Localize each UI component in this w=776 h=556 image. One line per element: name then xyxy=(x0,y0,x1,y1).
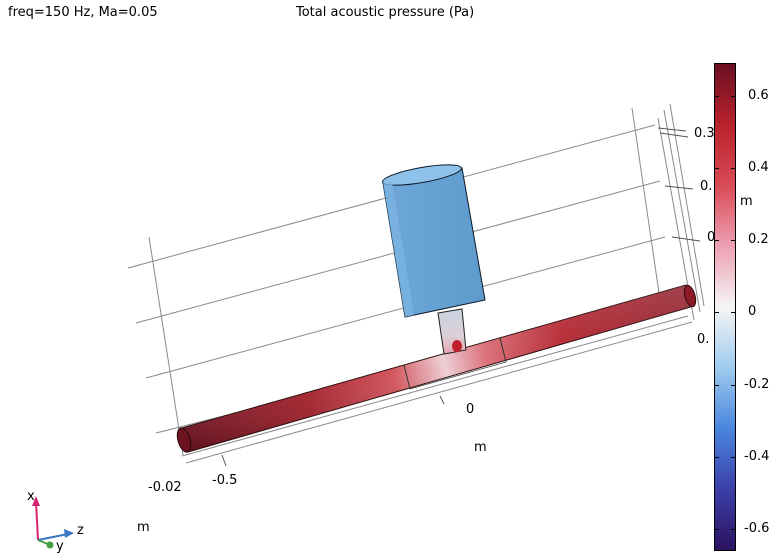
colorbar-tick-mark xyxy=(714,457,719,458)
resonator-cylinder xyxy=(382,164,486,318)
colorbar xyxy=(714,63,736,551)
x-tick-label-1: 0.3 xyxy=(694,126,715,141)
colorbar-tick-mark xyxy=(714,312,719,314)
colorbar-tick-label: -0.4 xyxy=(744,449,770,464)
resonator-neck xyxy=(437,308,467,355)
colorbar-tick-mark xyxy=(714,167,719,169)
colorbar-tick-mark xyxy=(731,312,736,314)
triad-y-label: y xyxy=(56,539,64,554)
colorbar-tick-mark xyxy=(731,240,736,242)
right-partial-tick-label: 0. xyxy=(697,332,710,347)
colorbar-tick-label: 0.6 xyxy=(748,87,769,103)
triad-x-label: x xyxy=(27,489,35,504)
colorbar-tick-mark xyxy=(731,384,736,386)
triad-z-label: z xyxy=(77,523,84,538)
y-tick-label: -0.02 xyxy=(148,480,182,495)
colorbar-tick-mark xyxy=(731,167,736,169)
colorbar-tick-label: 0.4 xyxy=(748,159,769,175)
y-axis-unit: m xyxy=(137,520,150,535)
colorbar-tick-mark xyxy=(714,95,719,97)
x-tick-label-2: 0. xyxy=(700,179,713,194)
x-tick-label-3: 0 xyxy=(707,230,716,245)
plot-title: Total acoustic pressure (Pa) xyxy=(296,5,475,20)
colorbar-tick-label: 0.2 xyxy=(748,232,769,248)
axis-tick-marks xyxy=(221,127,701,467)
colorbar-tick-mark xyxy=(731,529,736,531)
colorbar-tick-mark xyxy=(714,384,719,386)
colorbar-tick-mark xyxy=(731,95,736,97)
colorbar-tick-label: 0 xyxy=(748,304,757,320)
colorbar-tick-mark xyxy=(714,240,719,242)
z-tick-label-0: 0 xyxy=(466,402,475,417)
z-axis-unit: m xyxy=(474,440,487,455)
colorbar-tick-mark xyxy=(714,529,719,531)
x-axis-unit: m xyxy=(740,194,753,209)
z-tick-label-neg: -0.5 xyxy=(212,473,238,488)
params-label: freq=150 Hz, Ma=0.05 xyxy=(8,5,158,20)
orientation-triad xyxy=(32,496,74,549)
main-pipe xyxy=(176,284,697,453)
colorbar-tick-label: -0.6 xyxy=(744,521,770,537)
colorbar-tick-label: -0.2 xyxy=(744,376,770,392)
colorbar-tick-mark xyxy=(731,457,736,458)
